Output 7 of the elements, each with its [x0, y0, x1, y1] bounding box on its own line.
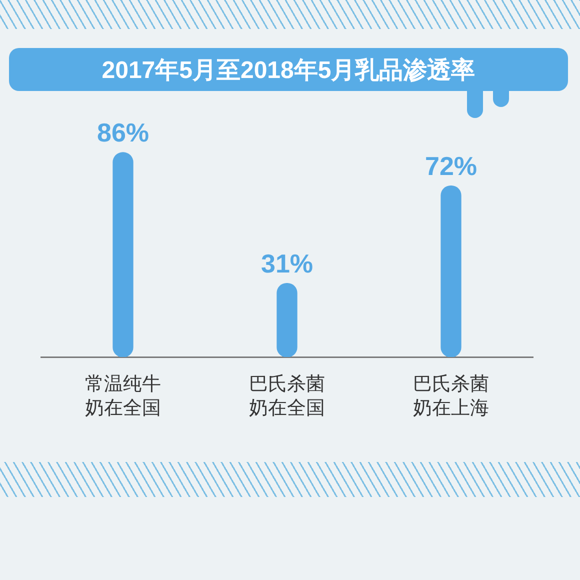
data-label: 31%: [260, 248, 314, 278]
chart-title: 2017年5月至2018年5月乳品渗透率: [102, 56, 476, 86]
x-tick-label: 常温纯牛奶在全国: [85, 374, 161, 419]
data-label: 72%: [424, 150, 478, 181]
x-tick-label: 巴氏杀菌奶在全国: [249, 374, 325, 419]
x-tick-label: 巴氏杀菌奶在上海: [413, 374, 489, 419]
data-label: 86%: [96, 118, 150, 148]
